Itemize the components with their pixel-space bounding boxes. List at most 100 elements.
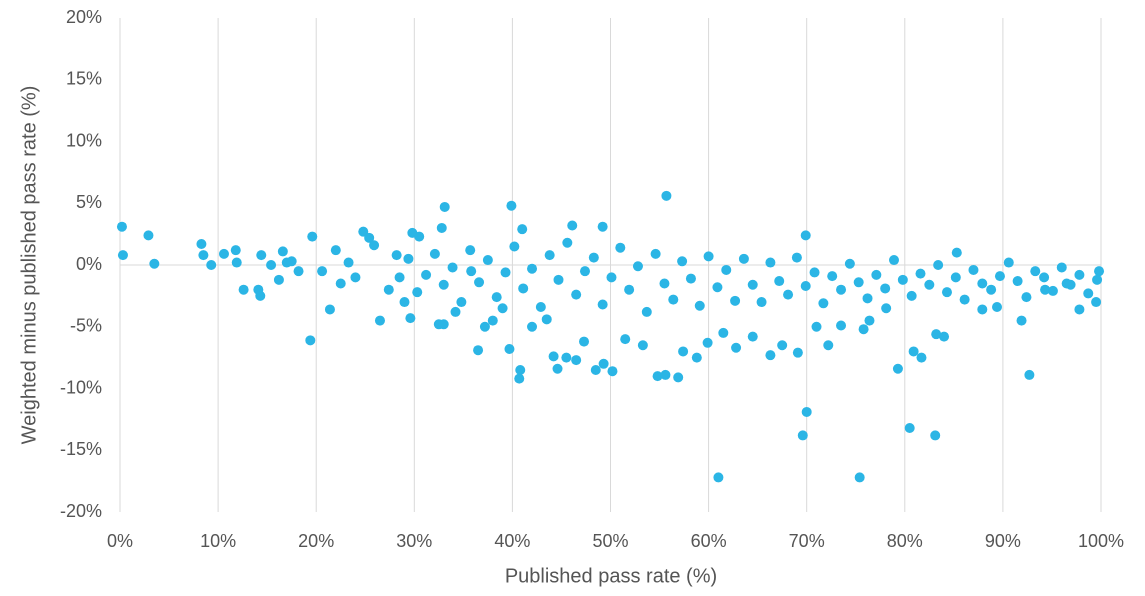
point: [369, 240, 380, 251]
point: [691, 352, 702, 363]
point: [1074, 304, 1085, 315]
point: [231, 257, 242, 268]
point: [482, 255, 493, 266]
point: [986, 284, 997, 295]
point: [405, 313, 416, 324]
point: [811, 321, 822, 332]
y-tick-label: -20%: [60, 501, 102, 521]
point: [553, 274, 564, 285]
point: [335, 278, 346, 289]
x-tick-label: 100%: [1078, 531, 1124, 551]
point: [579, 336, 590, 347]
point: [854, 472, 865, 483]
point: [479, 321, 490, 332]
y-tick-label: 15%: [66, 69, 102, 89]
point: [364, 232, 375, 243]
point: [1003, 257, 1014, 268]
x-tick-label: 90%: [985, 531, 1021, 551]
point: [1065, 279, 1076, 290]
point: [777, 340, 788, 351]
point: [429, 248, 440, 259]
point: [218, 248, 229, 259]
point: [730, 295, 741, 306]
x-tick-label: 60%: [691, 531, 727, 551]
x-tick-label: 20%: [298, 531, 334, 551]
point: [447, 262, 458, 273]
point: [561, 352, 572, 363]
point: [1016, 315, 1027, 326]
point: [678, 346, 689, 357]
point: [515, 364, 526, 375]
point: [273, 274, 284, 285]
point: [871, 269, 882, 280]
point: [641, 306, 652, 317]
point: [465, 245, 476, 256]
point: [579, 266, 590, 277]
point: [677, 256, 688, 267]
point: [562, 237, 573, 248]
point: [721, 264, 732, 275]
point: [977, 278, 988, 289]
point: [703, 251, 714, 262]
y-tick-label: -15%: [60, 439, 102, 459]
point: [712, 282, 723, 293]
point: [765, 350, 776, 361]
point: [694, 300, 705, 311]
point: [466, 266, 477, 277]
point: [238, 284, 249, 295]
point: [933, 260, 944, 270]
point: [552, 363, 563, 374]
point: [117, 250, 128, 261]
point: [518, 283, 529, 294]
point: [456, 297, 467, 308]
point: [548, 351, 559, 362]
point: [607, 366, 618, 377]
point: [916, 352, 927, 363]
point: [620, 334, 631, 345]
point: [383, 284, 394, 295]
x-axis-label: Published pass rate (%): [505, 565, 717, 587]
point: [661, 190, 672, 201]
y-axis-label: Weighted minus published pass rate (%): [18, 86, 40, 445]
point: [597, 221, 608, 232]
point: [1024, 369, 1035, 380]
y-tick-label: 20%: [66, 7, 102, 27]
point: [350, 272, 361, 283]
point: [436, 222, 447, 233]
point: [738, 253, 749, 264]
point: [792, 347, 803, 358]
point: [143, 230, 154, 241]
point: [797, 430, 808, 441]
point: [924, 279, 935, 290]
point: [1040, 284, 1051, 295]
point: [624, 284, 635, 295]
point: [598, 358, 609, 369]
point: [968, 264, 979, 275]
point: [702, 337, 713, 348]
point: [277, 246, 288, 257]
point: [343, 257, 354, 268]
point: [992, 301, 1003, 312]
point: [571, 289, 582, 300]
point: [950, 272, 961, 283]
point: [783, 289, 794, 300]
point: [747, 331, 758, 342]
point: [818, 298, 829, 309]
point: [606, 272, 617, 283]
point: [685, 273, 696, 284]
point: [500, 267, 511, 278]
point: [394, 272, 405, 283]
x-tick-label: 30%: [396, 531, 432, 551]
point: [535, 301, 546, 312]
point: [939, 331, 950, 342]
point: [1056, 262, 1067, 273]
point: [438, 319, 449, 330]
point: [1083, 288, 1094, 299]
x-tick-label: 0%: [107, 531, 133, 551]
point: [330, 245, 341, 256]
point: [487, 315, 498, 326]
point: [421, 269, 432, 280]
point: [731, 342, 742, 353]
point: [853, 277, 864, 288]
